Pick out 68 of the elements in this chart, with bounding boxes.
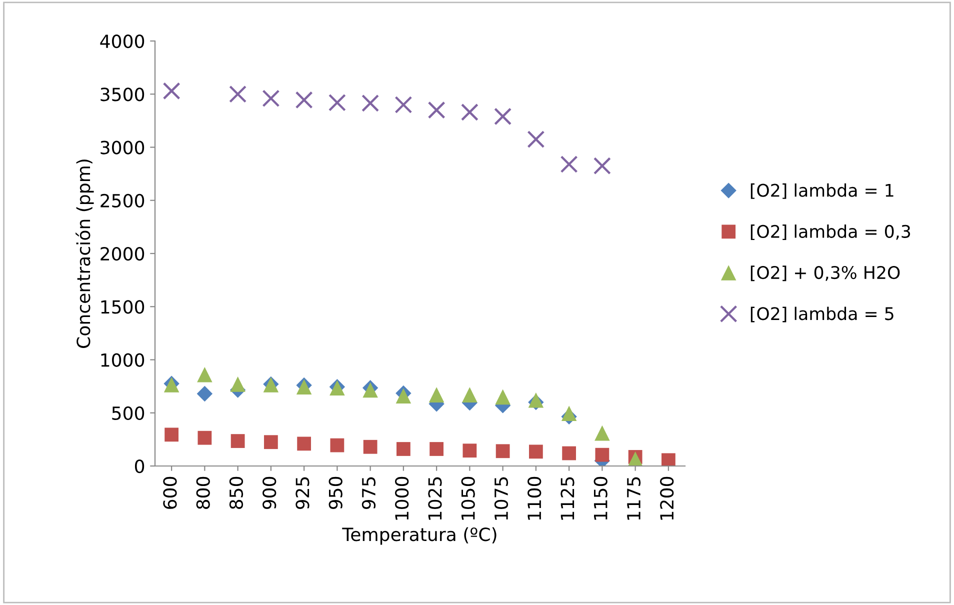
y-axis-title: Concentración (ppm) xyxy=(76,160,94,348)
legend-label: [O2] lambda = 5 xyxy=(750,306,894,322)
point xyxy=(229,85,247,103)
point xyxy=(561,406,577,422)
x-tick-label: 800 xyxy=(196,476,210,509)
point xyxy=(330,438,344,452)
point xyxy=(428,101,446,119)
y-tick-label: 1500 xyxy=(101,300,144,314)
point xyxy=(164,428,179,442)
point xyxy=(196,386,213,402)
point xyxy=(295,91,313,109)
point xyxy=(328,94,346,112)
point xyxy=(264,435,278,450)
x-tick-label: 1000 xyxy=(395,476,409,520)
y-tick-label: 0 xyxy=(134,459,144,474)
y-tick-label: 3500 xyxy=(100,88,144,102)
x-tick-label: 1025 xyxy=(428,477,442,520)
point xyxy=(262,90,280,108)
x-tick-label: 850 xyxy=(229,476,244,509)
point xyxy=(362,94,380,112)
point xyxy=(230,376,246,392)
point xyxy=(430,442,444,456)
point xyxy=(197,366,212,382)
y-tick-label: 4000 xyxy=(100,34,144,48)
legend-label: [O2] lambda = 1 xyxy=(750,183,894,199)
point xyxy=(594,425,610,441)
point xyxy=(297,436,312,451)
point xyxy=(428,387,444,402)
point xyxy=(595,448,610,462)
x-tick-label: 1175 xyxy=(627,477,641,520)
x-tick-label: 1125 xyxy=(560,477,574,520)
x-tick-label: 600 xyxy=(163,476,177,509)
x-tick-label: 925 xyxy=(296,477,310,510)
point xyxy=(394,96,412,114)
point xyxy=(198,430,212,445)
point xyxy=(527,130,545,148)
x-axis-title: Temperatura (ºC) xyxy=(342,527,496,545)
point xyxy=(462,444,477,458)
y-tick-label: 500 xyxy=(112,406,144,420)
point xyxy=(162,82,180,100)
point xyxy=(396,388,412,404)
point xyxy=(593,157,611,175)
x-tick-label: 1050 xyxy=(461,476,475,520)
y-tick-label: 3000 xyxy=(100,140,144,154)
point xyxy=(230,434,245,448)
point xyxy=(363,440,378,454)
x-tick-label: 950 xyxy=(328,476,342,510)
point xyxy=(494,108,512,126)
y-tick-label: 1000 xyxy=(101,353,144,367)
x-tick-label: 1100 xyxy=(528,476,542,520)
x-tick-label: 1150 xyxy=(594,476,608,520)
point xyxy=(560,156,578,173)
point xyxy=(661,453,676,466)
point xyxy=(528,444,543,459)
point xyxy=(462,387,478,402)
x-tick-label: 1200 xyxy=(660,476,674,520)
x-tick-label: 1075 xyxy=(494,477,508,520)
point xyxy=(495,389,510,405)
x-tick-label: 900 xyxy=(262,476,276,510)
legend-label: [O2] lambda = 0,3 xyxy=(750,224,910,240)
point xyxy=(460,103,478,121)
y-tick-label: 2000 xyxy=(100,246,144,261)
point xyxy=(496,444,510,458)
x-tick-label: 975 xyxy=(362,477,376,510)
y-tick-label: 2500 xyxy=(100,194,144,208)
point xyxy=(562,446,576,460)
legend-label: [O2] + 0,3% H2O xyxy=(750,266,900,282)
point xyxy=(396,442,410,456)
